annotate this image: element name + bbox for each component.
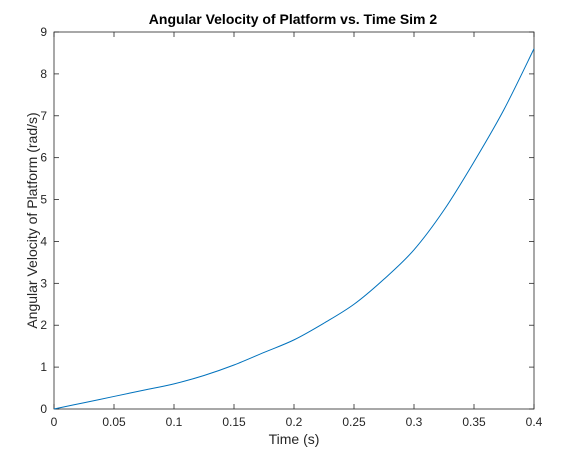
x-tick-label: 0.3: [406, 415, 423, 429]
x-tick-label: 0.1: [166, 415, 183, 429]
y-tick-label: 9: [40, 25, 47, 39]
y-tick-label: 3: [40, 276, 47, 290]
chart-title: Angular Velocity of Platform vs. Time Si…: [149, 11, 438, 27]
x-tick-label: 0.2: [286, 415, 303, 429]
y-axis-label: Angular Velocity of Platform (rad/s): [24, 112, 40, 328]
y-tick-label: 6: [40, 151, 47, 165]
x-axis: 0 0.05 0.1 0.15 0.2 0.25 0.3 0.35 0.4: [51, 32, 543, 429]
x-tick-label: 0.05: [102, 415, 126, 429]
y-tick-label: 5: [40, 193, 47, 207]
x-tick-label: 0.35: [462, 415, 486, 429]
y-tick-label: 8: [40, 67, 47, 81]
y-tick-label: 2: [40, 318, 47, 332]
y-tick-label: 7: [40, 109, 47, 123]
y-tick-label: 1: [40, 360, 47, 374]
plot-area: [53, 31, 535, 410]
x-tick-label: 0: [51, 415, 58, 429]
series-line: [53, 48, 535, 410]
x-tick-label: 0.25: [342, 415, 366, 429]
x-tick-label: 0.4: [526, 415, 543, 429]
y-tick-label: 0: [40, 402, 47, 416]
series-layer: [53, 48, 535, 410]
x-tick-label: 0.15: [222, 415, 246, 429]
x-axis-label: Time (s): [269, 431, 320, 447]
y-tick-label: 4: [40, 234, 47, 248]
y-axis: 0 1 2 3 4 5 6 7 8 9: [40, 25, 534, 416]
